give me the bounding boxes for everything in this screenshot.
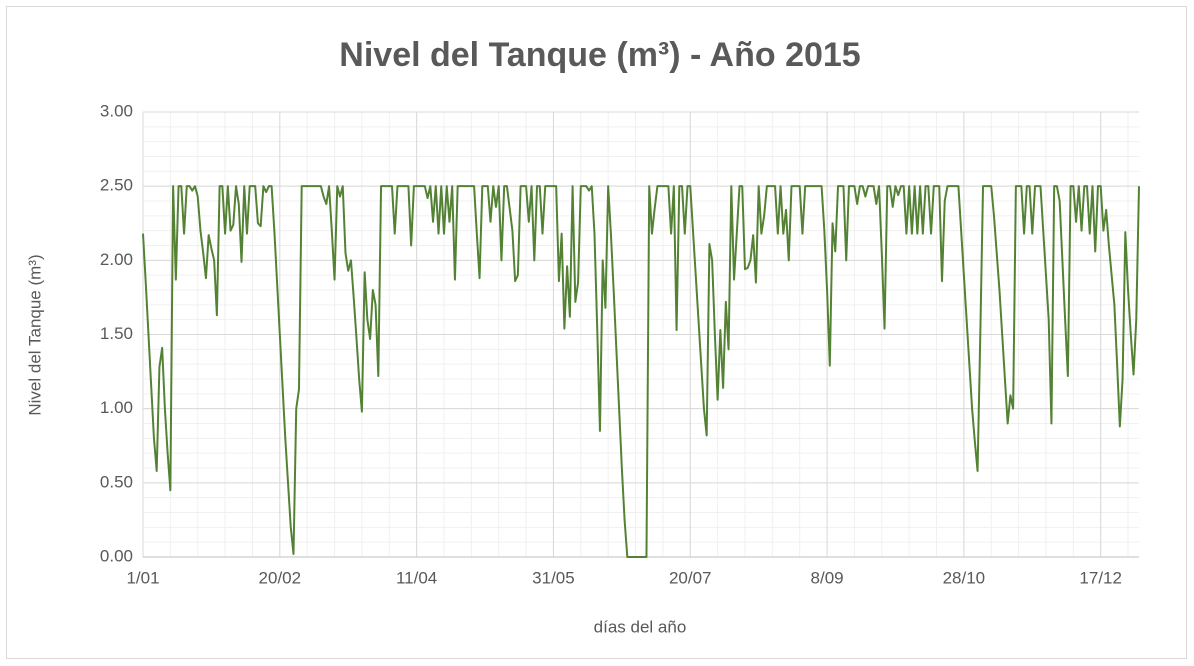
x-tick-label: 28/10 bbox=[943, 568, 986, 587]
x-tick-label: 8/09 bbox=[811, 568, 844, 587]
y-tick-label: 0.00 bbox=[100, 546, 133, 565]
y-axis-label: Nivel del Tanque (m³) bbox=[25, 254, 44, 415]
x-tick-label: 1/01 bbox=[126, 568, 159, 587]
y-tick-label: 0.50 bbox=[100, 472, 133, 491]
x-tick-label: 31/05 bbox=[532, 568, 575, 587]
y-tick-label: 1.50 bbox=[100, 324, 133, 343]
x-tick-label: 17/12 bbox=[1079, 568, 1122, 587]
x-tick-label: 11/04 bbox=[396, 568, 437, 587]
chart-title: Nivel del Tanque (m³) - Año 2015 bbox=[339, 36, 860, 74]
y-tick-label: 1.00 bbox=[100, 398, 133, 417]
y-tick-label: 2.50 bbox=[100, 176, 133, 195]
x-axis-label: días del año bbox=[594, 617, 687, 636]
x-tick-label: 20/07 bbox=[669, 568, 712, 587]
y-tick-label: 3.00 bbox=[100, 101, 133, 120]
y-tick-label: 2.00 bbox=[100, 250, 133, 269]
x-tick-label: 20/02 bbox=[259, 568, 302, 587]
data-line bbox=[142, 185, 1140, 558]
